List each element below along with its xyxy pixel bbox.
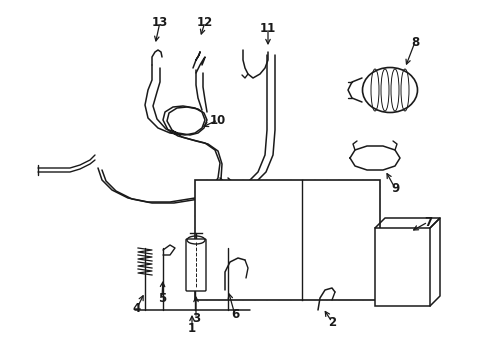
Text: 9: 9	[391, 181, 399, 194]
Text: 2: 2	[328, 315, 336, 328]
FancyBboxPatch shape	[186, 239, 206, 291]
Bar	[195, 180, 380, 300]
Text: 7: 7	[424, 216, 432, 229]
Text: 5: 5	[158, 292, 166, 305]
Text: 8: 8	[411, 36, 419, 49]
Text: 4: 4	[133, 302, 141, 315]
Text: 3: 3	[192, 311, 200, 324]
Bar	[375, 228, 430, 306]
Text: 10: 10	[210, 113, 226, 126]
Text: 6: 6	[231, 309, 239, 321]
Text: 11: 11	[260, 22, 276, 35]
Text: 1: 1	[188, 321, 196, 334]
Text: 13: 13	[152, 15, 168, 28]
Text: 12: 12	[197, 15, 213, 28]
